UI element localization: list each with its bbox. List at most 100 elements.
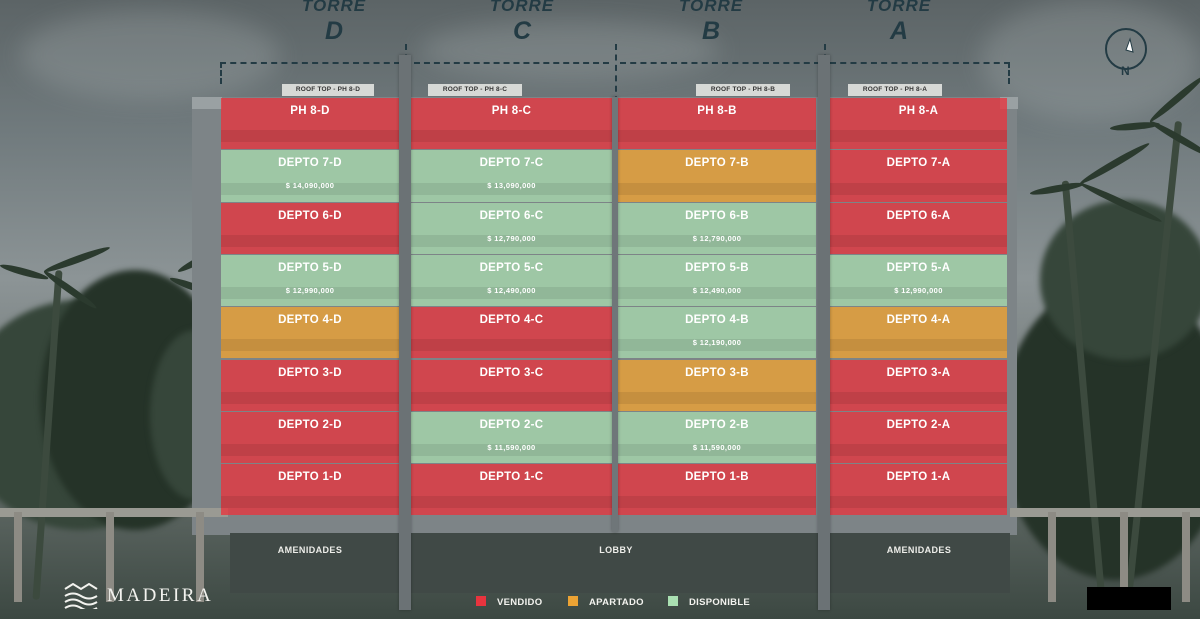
unit-depto-3-d[interactable]: DEPTO 3-D [221,359,399,411]
unit-name: DEPTO 3-D [278,366,342,379]
unit-depto-2-d[interactable]: DEPTO 2-D [221,411,399,464]
unit-ph-8-d[interactable]: PH 8-D [221,98,399,150]
pergola-post [14,512,22,602]
unit-name: DEPTO 4-D [278,314,342,327]
roof-slab [192,97,222,109]
unit-depto-4-d[interactable]: DEPTO 4-D [221,307,399,359]
pergola-post [1182,512,1190,602]
unit-depto-1-b[interactable]: DEPTO 1-B [618,464,816,516]
unit-name: DEPTO 6-D [278,209,342,222]
palm-leaf [1109,120,1161,132]
sky-cloud [420,20,720,80]
balcony-band [221,234,399,247]
unit-depto-5-a[interactable]: DEPTO 5-A $ 12,990,000 [830,254,1007,307]
palm-leaf [1078,140,1152,187]
legend-swatch-vendido [476,596,486,606]
legend-swatch-disponible [668,596,678,606]
unit-depto-3-b[interactable]: DEPTO 3-B [618,359,816,411]
unit-name: DEPTO 1-A [886,471,951,484]
unit-depto-3-c[interactable]: DEPTO 3-C [411,359,612,411]
structural-column [612,97,618,532]
balcony-band [411,496,612,509]
balcony-band [221,130,399,143]
unit-name: DEPTO 3-B [685,366,749,379]
unit-depto-7-c[interactable]: DEPTO 7-C $ 13,090,000 [411,150,612,202]
unit-name: DEPTO 1-B [685,471,749,484]
unit-name: DEPTO 4-C [479,314,544,327]
unit-price: $ 12,990,000 [285,285,335,295]
legend-vendido: VENDIDO [476,596,542,608]
tower-bracket-a [830,62,1010,84]
balcony-band [618,339,816,352]
legend-label: VENDIDO [497,597,543,608]
unit-depto-1-d[interactable]: DEPTO 1-D [221,464,399,516]
unit-name: DEPTO 6-B [685,209,749,222]
unit-depto-2-b[interactable]: DEPTO 2-B $ 11,590,000 [618,411,816,464]
sky-cloud [20,10,280,100]
unit-depto-6-b[interactable]: DEPTO 6-B $ 12,790,000 [618,202,816,254]
tower-bracket-b [620,62,820,84]
rooftop-tag-b[interactable]: ROOF TOP - PH 8-B [696,84,790,96]
balcony-band [221,444,399,457]
unit-name: DEPTO 5-D [278,261,342,274]
unit-depto-7-b[interactable]: DEPTO 7-B [618,150,816,202]
rooftop-tag-d[interactable]: ROOF TOP - PH 8-D [282,84,374,96]
unit-depto-5-b[interactable]: DEPTO 5-B $ 12,490,000 [618,254,816,307]
unit-name: PH 8-A [898,105,939,117]
rooftop-tag-c[interactable]: ROOF TOP - PH 8-C [428,84,522,96]
balcony-band [618,287,816,300]
unit-depto-6-d[interactable]: DEPTO 6-D [221,202,399,254]
unit-depto-6-a[interactable]: DEPTO 6-A [830,202,1007,254]
structural-column [818,55,830,610]
ground-label-amenidades-left: AMENIDADES [277,545,343,555]
structural-column [399,55,411,610]
legend-label: APARTADO [589,597,644,608]
unit-price: $ 12,490,000 [692,285,742,295]
unit-price: $ 12,190,000 [692,338,742,348]
unit-depto-4-c[interactable]: DEPTO 4-C [411,307,612,359]
balcony-band [411,339,612,352]
unit-name: DEPTO 7-D [278,157,342,170]
unit-depto-2-c[interactable]: DEPTO 2-C $ 11,590,000 [411,411,612,464]
balcony-band [411,287,612,300]
pergola-post [106,512,114,602]
tower-heading-a: TORRE A [866,0,932,45]
unit-depto-5-c[interactable]: DEPTO 5-C $ 12,490,000 [411,254,612,307]
balcony-band [221,182,399,195]
unit-name: DEPTO 6-A [886,209,951,222]
unit-depto-1-c[interactable]: DEPTO 1-C [411,464,612,516]
unit-ph-8-a[interactable]: PH 8-A [830,98,1007,150]
tower-bracket-c [414,62,609,84]
unit-name: DEPTO 7-C [479,157,544,170]
balcony-band [830,444,1007,457]
ground-floor [230,533,1010,593]
unit-depto-3-a[interactable]: DEPTO 3-A [830,359,1007,411]
pergola-beam [0,508,228,517]
compass-needle-icon [1122,37,1134,61]
unit-name: DEPTO 3-A [886,366,951,379]
unit-ph-8-b[interactable]: PH 8-B [618,98,816,150]
brand-name: MADEIRA [107,585,214,606]
unit-ph-8-c[interactable]: PH 8-C [411,98,612,150]
balcony-band [618,182,816,195]
unit-name: PH 8-C [491,105,532,117]
unit-price: $ 13,090,000 [487,181,536,191]
unit-depto-2-a[interactable]: DEPTO 2-A [830,411,1007,464]
unit-depto-1-a[interactable]: DEPTO 1-A [830,464,1007,516]
balcony-band [411,391,612,404]
balcony-band [411,234,612,247]
balcony-band [221,339,399,352]
unit-depto-4-a[interactable]: DEPTO 4-A [830,307,1007,359]
tower-heading-c: TORRE C [489,0,555,45]
unit-depto-4-b[interactable]: DEPTO 4-B $ 12,190,000 [618,307,816,359]
unit-depto-7-a[interactable]: DEPTO 7-A [830,150,1007,202]
unit-depto-5-d[interactable]: DEPTO 5-D $ 12,990,000 [221,254,399,307]
rooftop-tag-a[interactable]: ROOF TOP - PH 8-A [848,84,942,96]
balcony-band [221,287,399,300]
tower-divider-line [615,44,617,144]
unit-depto-7-d[interactable]: DEPTO 7-D $ 14,090,000 [221,150,399,202]
unit-depto-6-c[interactable]: DEPTO 6-C $ 12,790,000 [411,202,612,254]
unit-price: $ 11,590,000 [487,442,536,452]
compass-letter: N [1121,64,1130,78]
unit-price: $ 12,790,000 [692,233,742,243]
